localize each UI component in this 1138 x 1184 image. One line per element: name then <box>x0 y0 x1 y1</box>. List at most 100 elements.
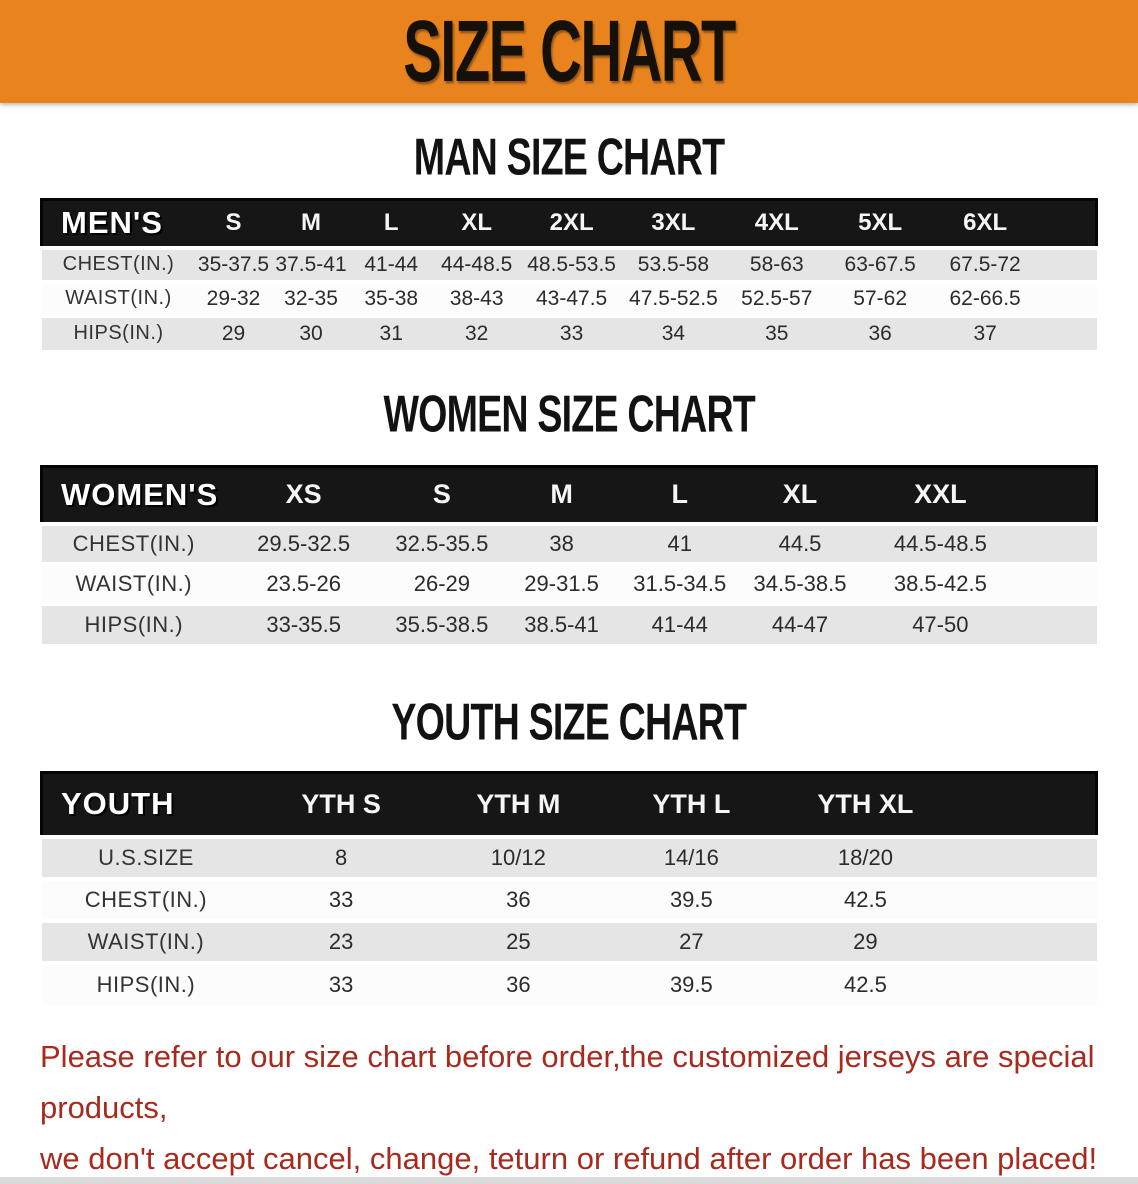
women-section-title: WOMEN SIZE CHART <box>0 383 1138 443</box>
size-column-header: XL <box>431 198 522 249</box>
size-column-header: XXL <box>861 464 1020 526</box>
size-value: 67.5-72 <box>931 247 1039 282</box>
size-value: 31.5-34.5 <box>620 564 739 604</box>
size-value: 29 <box>777 920 953 963</box>
size-value: 29 <box>195 315 272 350</box>
table-row: WAIST(IN.) 23 25 27 29 <box>41 920 1097 963</box>
size-value: 39.5 <box>604 962 778 1005</box>
size-value: 42.5 <box>777 878 953 921</box>
size-value: 35-38 <box>350 281 432 316</box>
header-spacer <box>1019 464 1099 526</box>
size-value: 37 <box>931 315 1039 350</box>
size-value: 29-32 <box>195 281 272 316</box>
size-value: 44.5 <box>738 524 862 564</box>
size-value: 39.5 <box>604 878 778 921</box>
size-value: 38.5-42.5 <box>861 564 1020 604</box>
women-section-title-text: WOMEN SIZE CHART <box>383 383 755 443</box>
size-value: 27 <box>604 920 778 963</box>
size-column-header: YTH XL <box>777 771 953 838</box>
size-value: 52.5-57 <box>725 281 829 316</box>
row-spacer <box>1019 564 1097 604</box>
table-header-row: YOUTH YTH S YTH M YTH L YTH XL <box>40 771 1098 838</box>
size-value: 36 <box>431 878 605 921</box>
header-spacer <box>952 771 1098 838</box>
table-header-label: MEN'S <box>39 198 196 249</box>
size-column-header: XS <box>226 464 382 526</box>
size-value: 48.5-53.5 <box>521 247 622 282</box>
size-value: 44-48.5 <box>431 247 522 282</box>
row-spacer <box>1038 247 1097 282</box>
size-column-header: 3XL <box>621 198 726 249</box>
size-value: 29.5-32.5 <box>226 524 382 564</box>
row-spacer <box>952 920 1097 963</box>
size-column-header: M <box>502 464 621 526</box>
size-value: 43-47.5 <box>521 281 622 316</box>
size-value: 38-43 <box>431 281 522 316</box>
size-value: 38 <box>502 524 621 564</box>
row-label: WAIST(IN.) <box>41 564 227 604</box>
size-value: 33 <box>250 878 432 921</box>
table-row: CHEST(IN.) 33 36 39.5 42.5 <box>41 878 1097 921</box>
row-spacer <box>1038 315 1097 350</box>
size-value: 14/16 <box>604 836 778 879</box>
size-value: 42.5 <box>777 962 953 1005</box>
size-value: 32.5-35.5 <box>381 524 503 564</box>
table-header-label: WOMEN'S <box>40 464 227 526</box>
size-value: 47.5-52.5 <box>621 281 726 316</box>
table-row: HIPS(IN.) 33-35.5 35.5-38.5 38.5-41 41-44 44-… <box>41 604 1097 644</box>
youth-size-table: YOUTH YTH S YTH M YTH L YTH XL U.S.SIZE 8 10/1… <box>40 771 1098 1005</box>
size-value: 41 <box>620 524 739 564</box>
size-column-header: XL <box>738 464 862 526</box>
order-policy-line-1: Please refer to our size chart before or… <box>40 1038 1095 1125</box>
row-label: WAIST(IN.) <box>41 920 251 963</box>
size-column-header: 6XL <box>931 198 1039 249</box>
size-value: 44-47 <box>738 604 862 644</box>
size-column-header: YTH L <box>604 771 778 838</box>
row-spacer <box>952 962 1097 1005</box>
size-value: 8 <box>250 836 432 879</box>
table-row: HIPS(IN.) 33 36 39.5 42.5 <box>41 962 1097 1005</box>
size-value: 34.5-38.5 <box>738 564 862 604</box>
size-value: 23 <box>250 920 432 963</box>
size-column-header: S <box>381 464 503 526</box>
size-value: 44.5-48.5 <box>861 524 1020 564</box>
table-header-row: MEN'S S M L XL 2XL 3XL 4XL 5XL 6XL <box>39 198 1099 249</box>
size-value: 29-31.5 <box>502 564 621 604</box>
row-label: CHEST(IN.) <box>41 247 196 282</box>
size-value: 37.5-41 <box>271 247 351 282</box>
size-value: 35 <box>725 315 829 350</box>
size-value: 36 <box>828 315 932 350</box>
table-row: HIPS(IN.) 29 30 31 32 33 34 35 36 37 <box>41 315 1097 350</box>
size-value: 38.5-41 <box>502 604 621 644</box>
size-value: 35.5-38.5 <box>381 604 503 644</box>
row-label: HIPS(IN.) <box>41 962 251 1005</box>
man-section-title-text: MAN SIZE CHART <box>413 127 725 186</box>
size-column-header: YTH S <box>250 771 432 838</box>
size-column-header: 5XL <box>828 198 932 249</box>
women-size-table: WOMEN'S XS S M L XL XXL CHEST(IN.) 29.5-32.5 32.… <box>40 464 1099 644</box>
size-value: 30 <box>271 315 351 350</box>
size-value: 10/12 <box>431 836 605 879</box>
table-header-row: WOMEN'S XS S M L XL XXL <box>40 464 1099 526</box>
size-value: 62-66.5 <box>931 281 1039 316</box>
size-column-header: S <box>195 198 272 249</box>
table-row: U.S.SIZE 8 10/12 14/16 18/20 <box>41 836 1097 879</box>
row-label: HIPS(IN.) <box>41 604 227 644</box>
row-spacer <box>1019 524 1097 564</box>
size-value: 18/20 <box>777 836 953 879</box>
table-row: CHEST(IN.) 35-37.5 37.5-41 41-44 44-48.5 48.5… <box>41 247 1097 282</box>
size-value: 36 <box>431 962 605 1005</box>
size-value: 47-50 <box>861 604 1020 644</box>
youth-section-title-text: YOUTH SIZE CHART <box>391 692 748 751</box>
size-value: 41-44 <box>350 247 432 282</box>
size-value: 53.5-58 <box>621 247 726 282</box>
banner-title: SIZE CHART <box>403 1 736 101</box>
size-column-header: 4XL <box>725 198 829 249</box>
row-label: WAIST(IN.) <box>41 281 196 316</box>
youth-section-title: YOUTH SIZE CHART <box>0 692 1138 751</box>
row-label: CHEST(IN.) <box>41 524 227 564</box>
size-value: 57-62 <box>828 281 932 316</box>
size-column-header: M <box>271 198 351 249</box>
table-row: WAIST(IN.) 29-32 32-35 35-38 38-43 43-47.5 47.… <box>41 281 1097 316</box>
row-label: CHEST(IN.) <box>41 878 251 921</box>
